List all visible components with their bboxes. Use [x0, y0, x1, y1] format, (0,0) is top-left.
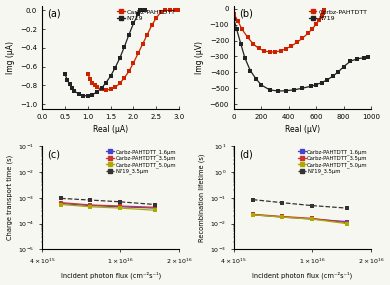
X-axis label: Real (μV): Real (μV) — [285, 125, 320, 134]
Text: (b): (b) — [239, 9, 253, 19]
Y-axis label: Img (μV): Img (μV) — [195, 41, 204, 74]
Legend: Carbz-PAHTDTT_1.6μm, Carbz-PAHTDTT_3.5μm, Carbz-PAHTDTT_5.0μm, N719_3.5μm: Carbz-PAHTDTT_1.6μm, Carbz-PAHTDTT_3.5μm… — [105, 149, 177, 175]
Legend: Carbz-PAHTDTT, N719: Carbz-PAHTDTT, N719 — [308, 9, 368, 22]
Legend: Carbz-PAHTDTT, N719: Carbz-PAHTDTT, N719 — [117, 9, 176, 22]
X-axis label: Real (μA): Real (μA) — [93, 125, 128, 134]
Text: (c): (c) — [48, 149, 60, 159]
Text: (a): (a) — [48, 9, 61, 19]
Text: (d): (d) — [239, 149, 253, 159]
Y-axis label: Charge transport time (s): Charge transport time (s) — [6, 155, 13, 241]
Legend: Carbz-PAHTDTT_1.6μm, Carbz-PAHTDTT_3.5μm, Carbz-PAHTDTT_5.0μm, N719_3.5μm: Carbz-PAHTDTT_1.6μm, Carbz-PAHTDTT_3.5μm… — [297, 149, 369, 175]
X-axis label: Incident photon flux (cm⁻²s⁻¹): Incident photon flux (cm⁻²s⁻¹) — [60, 272, 161, 280]
Y-axis label: Recombination lifetime (s): Recombination lifetime (s) — [198, 154, 205, 242]
X-axis label: Incident photon flux (cm⁻²s⁻¹): Incident photon flux (cm⁻²s⁻¹) — [252, 272, 353, 280]
Y-axis label: Img (μA): Img (μA) — [5, 41, 14, 74]
